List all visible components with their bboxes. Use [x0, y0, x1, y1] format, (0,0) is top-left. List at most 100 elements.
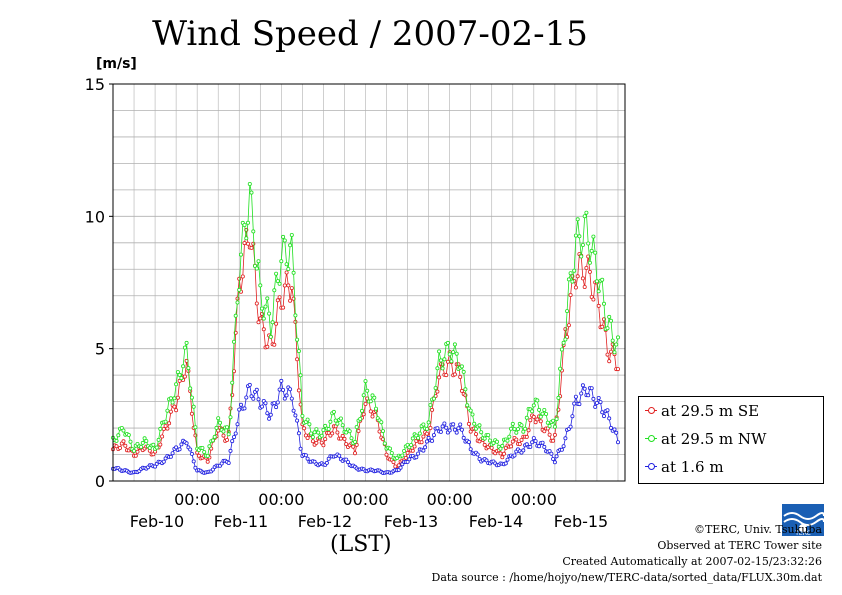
data-point [554, 417, 559, 422]
data-point [514, 437, 519, 442]
data-point [235, 422, 240, 427]
data-point [510, 421, 515, 426]
data-point [342, 436, 347, 441]
data-point [458, 374, 463, 379]
legend-label-low: at 1.6 m [661, 458, 724, 476]
data-point [251, 396, 256, 401]
data-point [468, 447, 473, 452]
data-point [582, 214, 587, 219]
data-point [544, 411, 549, 416]
data-point [340, 433, 345, 438]
data-point [224, 437, 229, 442]
data-point [459, 364, 464, 369]
data-point [312, 430, 317, 435]
data-point [156, 437, 161, 442]
data-point [530, 440, 535, 445]
data-point [184, 441, 189, 446]
data-point [505, 457, 510, 462]
data-point [365, 388, 370, 393]
data-point [175, 370, 180, 375]
data-point [568, 292, 573, 297]
data-point [296, 431, 301, 436]
data-point [354, 442, 359, 447]
data-point [537, 444, 542, 449]
data-point [116, 433, 121, 438]
data-point [566, 277, 571, 282]
data-point [579, 254, 584, 259]
data-point [235, 300, 240, 305]
data-point [444, 425, 449, 430]
data-point [487, 438, 492, 443]
data-point [282, 283, 287, 288]
data-point [174, 408, 179, 413]
data-point [430, 407, 435, 412]
data-point [328, 419, 333, 424]
plot-frame [112, 83, 626, 482]
data-point [505, 438, 510, 443]
data-point [568, 424, 573, 429]
data-point [165, 408, 170, 413]
x-axis-label: (LST) [330, 532, 392, 557]
data-point [289, 396, 294, 401]
data-point [277, 387, 282, 392]
data-point [358, 416, 363, 421]
data-point [230, 392, 235, 397]
data-point [233, 431, 238, 436]
data-point [314, 427, 319, 432]
data-point [435, 426, 440, 431]
data-point [444, 373, 449, 378]
data-point [351, 444, 356, 449]
data-point [272, 288, 277, 293]
data-point [274, 321, 279, 326]
data-point [298, 373, 303, 378]
data-point [482, 442, 487, 447]
data-point [307, 422, 312, 427]
data-point [519, 423, 524, 428]
data-point [326, 427, 331, 432]
data-point [167, 421, 172, 426]
terc-logo: TERC [782, 504, 825, 537]
x-tick-label: 00:00 [342, 490, 388, 509]
x-day-label: Feb-10 [130, 512, 184, 531]
data-point [344, 430, 349, 435]
data-point [424, 431, 429, 436]
data-point [594, 400, 599, 405]
data-point [216, 416, 221, 421]
data-point [310, 439, 315, 444]
data-point [421, 448, 426, 453]
data-point [168, 409, 173, 414]
data-point [442, 421, 447, 426]
data-point [230, 439, 235, 444]
data-point [600, 277, 605, 282]
data-point [323, 437, 328, 442]
data-point [563, 337, 568, 342]
data-point [296, 349, 301, 354]
data-point [258, 316, 263, 321]
x-tick-label: 00:00 [511, 490, 557, 509]
data-point [272, 342, 277, 347]
data-point [559, 447, 564, 452]
data-point [282, 396, 287, 401]
data-point [135, 449, 140, 454]
data-point [261, 316, 266, 321]
data-point [431, 396, 436, 401]
data-point [591, 396, 596, 401]
data-point [433, 385, 438, 390]
data-point [279, 259, 284, 264]
data-point [224, 425, 229, 430]
data-point [202, 449, 207, 454]
data-point [552, 432, 557, 437]
x-day-label: Feb-11 [214, 512, 268, 531]
data-point [559, 347, 564, 352]
data-point [609, 318, 614, 323]
data-point [153, 464, 158, 469]
data-point [274, 271, 279, 276]
data-point [512, 453, 517, 458]
legend-marker-low [645, 461, 657, 473]
data-point [177, 372, 182, 377]
data-point [184, 340, 189, 345]
data-point [426, 420, 431, 425]
data-point [521, 429, 526, 434]
data-point [337, 453, 342, 458]
data-point [279, 378, 284, 383]
